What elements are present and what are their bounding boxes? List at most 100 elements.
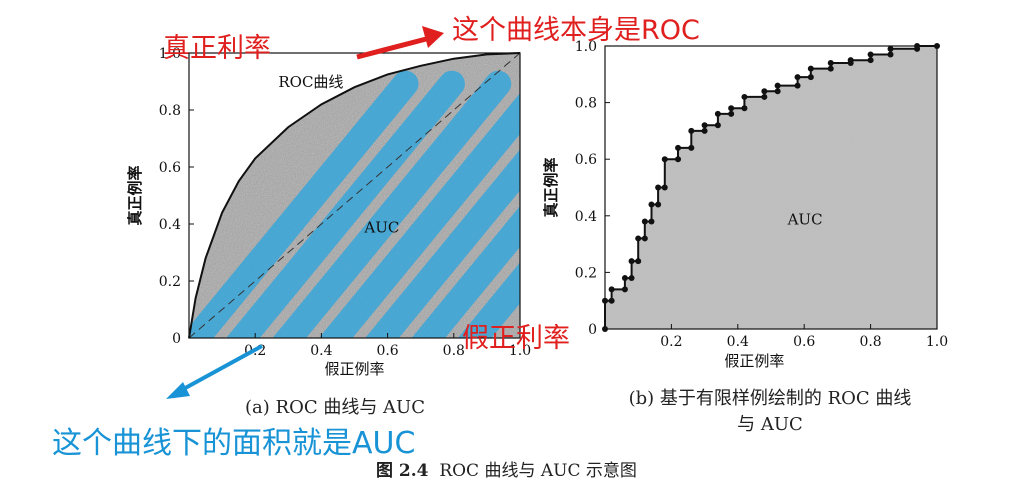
fpr-annotation: 假正利率 (462, 323, 570, 354)
roc-point (774, 88, 781, 95)
axes-frame-right (604, 45, 938, 330)
auc-label-left: AUC (363, 219, 399, 237)
roc-point (728, 105, 735, 112)
roc-point (794, 74, 801, 81)
roc-point (628, 258, 635, 265)
roc-point (714, 122, 721, 129)
roc-point (887, 51, 894, 58)
figure-caption: 图 2.4 ROC 曲线与 AUC 示意图 (376, 456, 637, 481)
x-tick-label-right: 0.6 (793, 334, 815, 350)
roc-points-right (602, 43, 940, 332)
right-roc-panel: 0.2 0.4 0.6 0.8 1.0 0 0.2 0.4 0.6 0.8 1.0 AUC 假正例率… (542, 39, 948, 370)
x-tick-label-right: 1.0 (926, 334, 948, 350)
roc-point (887, 45, 894, 52)
roc-point (661, 156, 668, 163)
roc-point (807, 65, 814, 72)
roc-point (741, 93, 748, 100)
y-tick-label-right: 1.0 (575, 39, 597, 55)
roc-point (827, 65, 834, 72)
x-tick-label-right: 0.2 (660, 334, 682, 350)
x-tick-label-right: 0.4 (727, 334, 749, 350)
y-axis-label-left: 真正例率 (126, 165, 144, 225)
roc-point (621, 275, 628, 282)
highlight-stripe (394, 70, 520, 338)
figure-caption-text: ROC 曲线与 AUC 示意图 (439, 461, 637, 481)
x-axis-label-left: 假正例率 (324, 360, 384, 378)
roc-point (847, 57, 854, 64)
highlight-stripe (440, 70, 520, 338)
roc-point (621, 286, 628, 293)
auc-highlight-stripes (189, 70, 520, 338)
roc-point (635, 235, 642, 242)
roc-point (688, 127, 695, 134)
highlight-stripe (301, 70, 520, 338)
x-tick-label-right: 0.8 (859, 334, 881, 350)
y-tick-label-right: 0.4 (575, 209, 597, 225)
roc-point (761, 88, 768, 95)
y-tick-label-left: 0.8 (159, 103, 181, 119)
x-tick-label-left: 1.0 (509, 343, 531, 359)
random-guess-diagonal (188, 52, 521, 339)
x-tick-label-left: 0.4 (310, 343, 332, 359)
auc-annotation: 这个曲线下的面积就是AUC (52, 426, 416, 461)
y-tick-label-right: 0 (588, 322, 597, 338)
y-tick-label-right: 0.8 (575, 96, 597, 112)
y-tick-label-left: 1.0 (159, 46, 181, 62)
roc-point (628, 275, 635, 282)
subcaption-a: (a) ROC 曲线与 AUC (245, 397, 425, 418)
red-arrow (356, 26, 444, 60)
y-tick-label-left: 0 (172, 331, 181, 347)
roc-curve-left (188, 52, 521, 339)
y-axis-label-right: 真正例率 (542, 157, 560, 217)
ticks-right: 0.2 0.4 0.6 0.8 1.0 0 0.2 0.4 0.6 0.8 1.0 (575, 39, 948, 350)
highlight-stripe (208, 70, 465, 338)
axes-frame-left (188, 52, 521, 339)
above-curve-region-right (605, 46, 937, 329)
roc-point (701, 127, 708, 134)
left-roc-panel: 0.20.40.60.81.000.20.40.60.81.0 ROC曲线 AU… (126, 46, 531, 378)
subcaption-b-line2: 与 AUC (737, 414, 803, 435)
x-tick-label-left: 0.8 (443, 343, 465, 359)
y-tick-label-left: 0.6 (159, 160, 181, 176)
roc-point (675, 156, 682, 163)
y-tick-label-right: 0.6 (575, 152, 597, 168)
roc-point (648, 201, 655, 208)
blue-arrow (166, 344, 263, 399)
roc-annotation: 这个曲线本身是ROC (452, 15, 700, 46)
roc-point (741, 105, 748, 112)
roc-point (608, 297, 615, 304)
roc-point (714, 110, 721, 117)
roc-point (867, 51, 874, 58)
roc-point (635, 258, 642, 265)
roc-point (655, 184, 662, 191)
roc-point (774, 82, 781, 89)
roc-point (641, 218, 648, 225)
roc-point (701, 122, 708, 129)
roc-curve-label: ROC曲线 (278, 73, 343, 91)
roc-point (761, 93, 768, 100)
y-tick-label-left: 0.4 (159, 217, 181, 233)
roc-point (827, 59, 834, 66)
roc-point (641, 235, 648, 242)
x-tick-label-left: 0.6 (376, 343, 398, 359)
auc-label-right: AUC (787, 210, 823, 228)
roc-point (648, 218, 655, 225)
roc-point (794, 82, 801, 89)
highlight-stripe (347, 70, 520, 338)
y-tick-label-left: 0.2 (159, 274, 181, 290)
roc-point (655, 201, 662, 208)
x-axis-label-right: 假正例率 (724, 352, 784, 370)
roc-point (867, 57, 874, 64)
roc-point (675, 144, 682, 151)
subcaption-b-line1: (b) 基于有限样例绘制的 ROC 曲线 (628, 388, 912, 409)
roc-point (807, 74, 814, 81)
y-tick-label-right: 0.2 (575, 265, 597, 281)
figure-caption-label: 图 2.4 (376, 461, 429, 481)
roc-point (728, 110, 735, 117)
roc-point (661, 184, 668, 191)
roc-point (688, 144, 695, 151)
tpr-annotation: 真正利率 (163, 33, 271, 64)
roc-point (608, 286, 615, 293)
highlight-stripe (255, 70, 512, 338)
